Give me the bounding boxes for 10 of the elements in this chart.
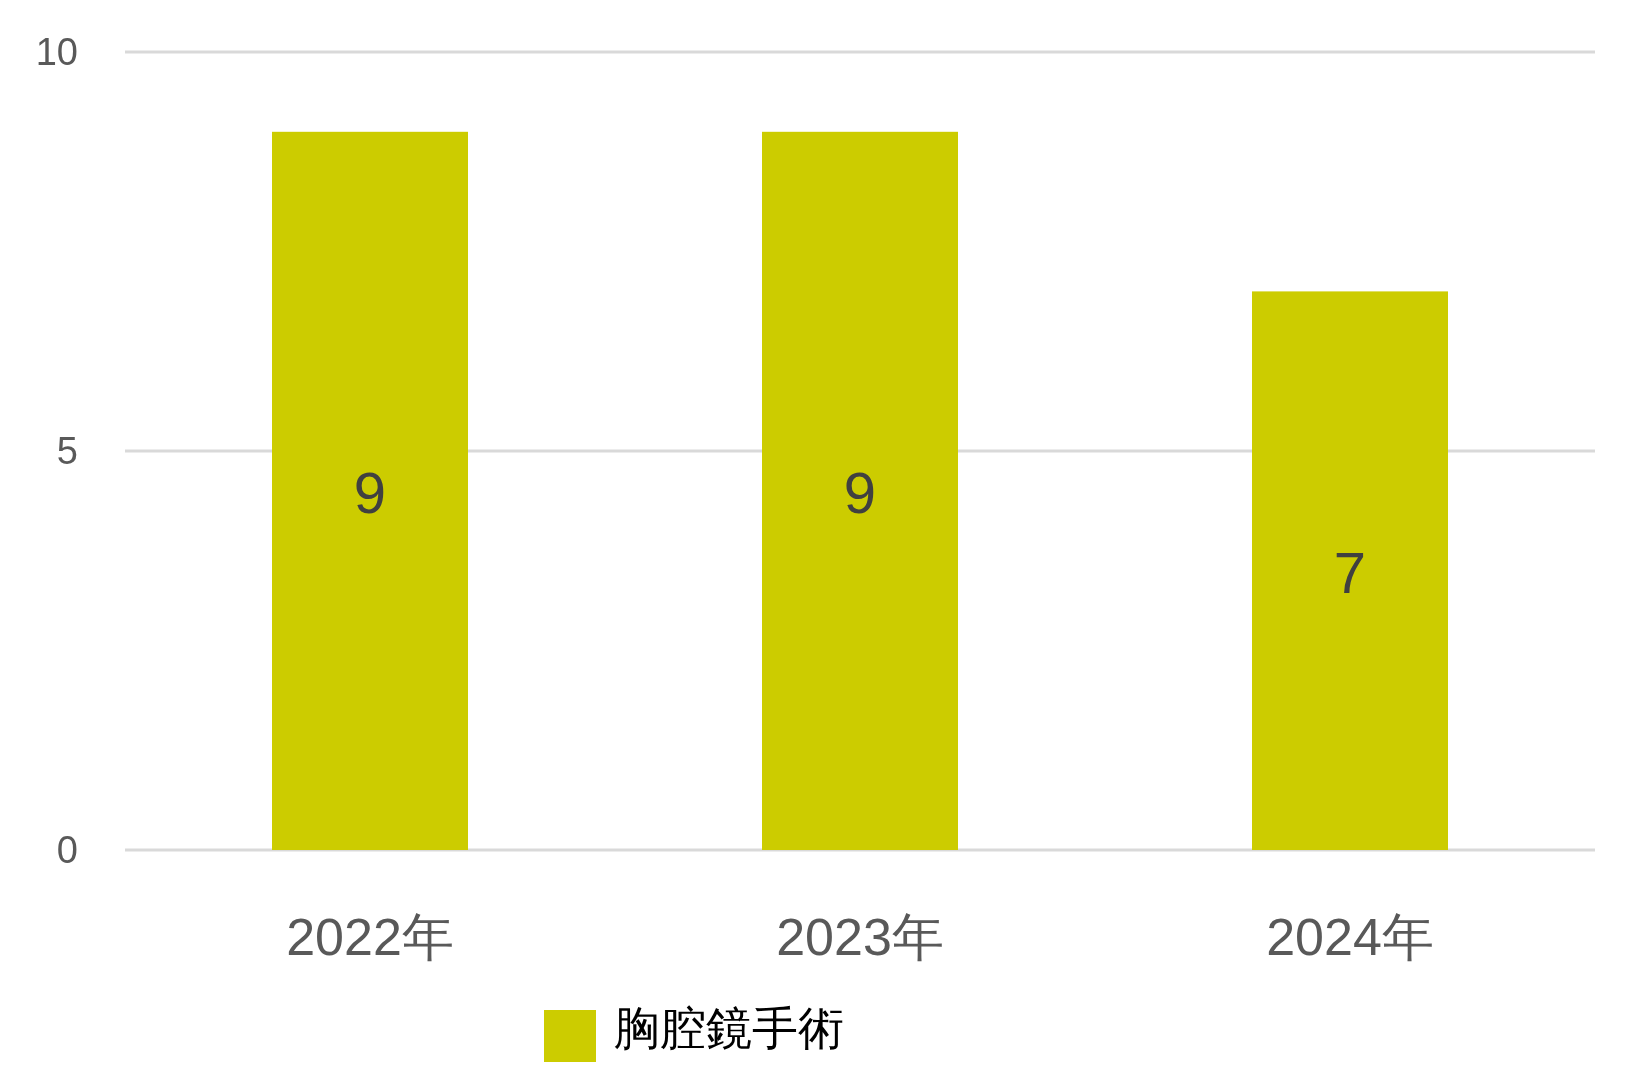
y-tick-label: 10 (35, 31, 78, 73)
data-label: 9 (843, 459, 877, 525)
x-tick-label: 2023年 (776, 908, 944, 966)
x-tick-label: 2022年 (286, 908, 454, 966)
data-label: 9 (353, 459, 387, 525)
y-tick-label: 5 (56, 430, 78, 472)
data-label: 7 (1333, 539, 1367, 605)
y-tick-label: 0 (56, 829, 78, 871)
legend-label: 胸腔鏡手術 (614, 1002, 844, 1054)
x-tick-label: 2024年 (1266, 908, 1434, 966)
